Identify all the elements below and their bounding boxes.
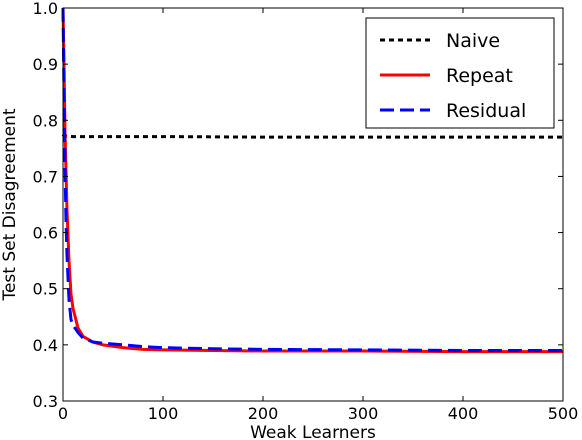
x-tick-label: 100 (148, 404, 179, 423)
legend-box (365, 17, 555, 129)
y-tick-label: 1.0 (33, 0, 58, 18)
y-tick-label: 0.9 (33, 55, 58, 74)
x-tick-label: 200 (248, 404, 279, 423)
x-tick-label: 0 (58, 404, 68, 423)
y-tick-label: 0.6 (33, 224, 58, 243)
y-tick-label: 0.8 (33, 111, 58, 130)
y-axis-label: Test Set Disagreement (0, 108, 20, 301)
y-tick-label: 0.5 (33, 280, 58, 299)
y-tick-label: 0.3 (33, 392, 58, 411)
legend-label-naive: Naive (446, 30, 500, 52)
x-tick-label: 400 (448, 404, 479, 423)
x-tick-label: 500 (548, 404, 579, 423)
legend-label-repeat: Repeat (446, 65, 513, 87)
x-axis-label: Weak Learners (250, 423, 376, 440)
plot-frame (62, 7, 564, 402)
x-tick-label: 300 (348, 404, 379, 423)
legend: Naive Repeat Residual (365, 17, 555, 129)
legend-label-residual: Residual (446, 100, 526, 122)
y-tick-label: 0.4 (33, 336, 58, 355)
ticks-layer: 0 100 200 300 400 500 0.3 0.4 0.5 0.6 0.7 0.8 0.9 1.0 (33, 0, 579, 423)
series-line-naive (61, 133, 563, 139)
y-tick-label: 0.7 (33, 167, 58, 186)
